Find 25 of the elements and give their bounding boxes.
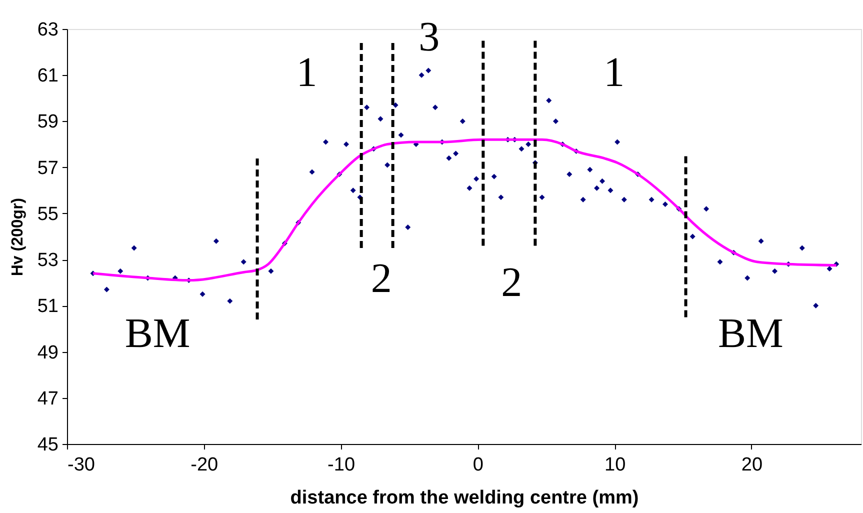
annotation: BM: [124, 311, 190, 358]
y-tick-label: 55: [37, 204, 58, 225]
y-tick-label: 63: [37, 20, 58, 40]
annotation: BM: [718, 311, 784, 358]
x-tick-label: 10: [604, 454, 626, 476]
x-axis-title: distance from the welding centre (mm): [290, 488, 639, 508]
y-tick-label: 61: [37, 66, 58, 87]
y-tick-label: 53: [37, 250, 58, 272]
annotation: 3: [418, 14, 440, 60]
y-tick-label: 59: [37, 112, 58, 133]
y-tick-label: 47: [37, 388, 58, 410]
annotation: 1: [604, 50, 625, 96]
x-tick-label: -10: [328, 454, 356, 476]
annotation: 1: [296, 50, 318, 96]
annotation: 2: [501, 260, 522, 306]
y-tick-label: 57: [37, 158, 58, 179]
x-tick-label: 0: [472, 454, 484, 476]
x-tick-label: 20: [741, 454, 763, 476]
x-tick-label: -20: [190, 454, 218, 476]
annotation: 2: [370, 256, 392, 302]
y-tick-label: 49: [37, 342, 58, 364]
y-axis-title: Hv (200gr): [9, 198, 26, 276]
x-tick-label: -30: [68, 454, 95, 476]
y-tick-label: 45: [37, 434, 58, 456]
y-tick-label: 51: [37, 296, 58, 318]
